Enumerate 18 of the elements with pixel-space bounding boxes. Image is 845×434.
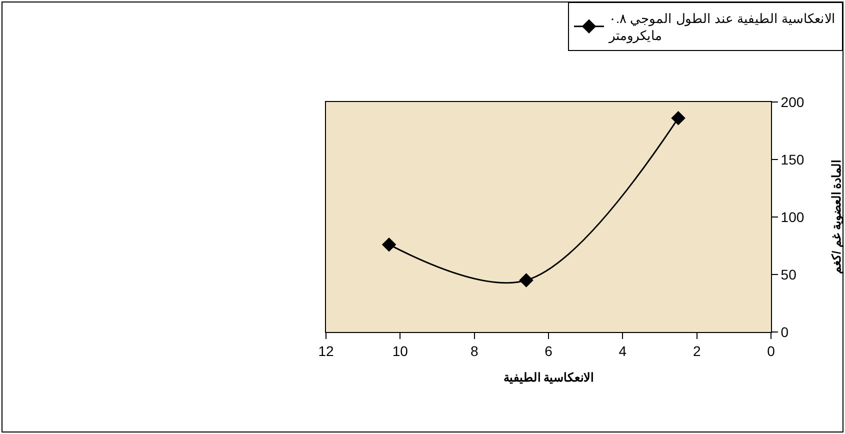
y-axis-title: المادة العضوية غم /كغم	[829, 160, 844, 274]
x-tick-label: 4	[618, 342, 627, 359]
y-tick-label: 100	[780, 208, 804, 225]
point	[519, 273, 534, 288]
x-tick-label: 6	[544, 342, 553, 359]
x-tick-label: 12	[318, 342, 334, 359]
x-tick-label: 2	[692, 342, 701, 359]
legend-label: الانعكاسية الطيفية عند الطول الموجي ٠.٨ مايكرومتر	[608, 11, 836, 44]
x-tick-label: 8	[470, 342, 478, 359]
point	[382, 237, 396, 252]
point	[671, 110, 686, 126]
y-tick-label: 0	[780, 324, 789, 340]
x-tick-label: 0	[767, 342, 776, 359]
x-tick-label: 10	[392, 342, 408, 359]
y-tick-label: 150	[780, 151, 804, 168]
x-axis-title: الانعكاسية الطيفية	[503, 370, 594, 385]
y-tick-label: 50	[780, 266, 797, 282]
y-tick-label: 200	[780, 94, 804, 110]
